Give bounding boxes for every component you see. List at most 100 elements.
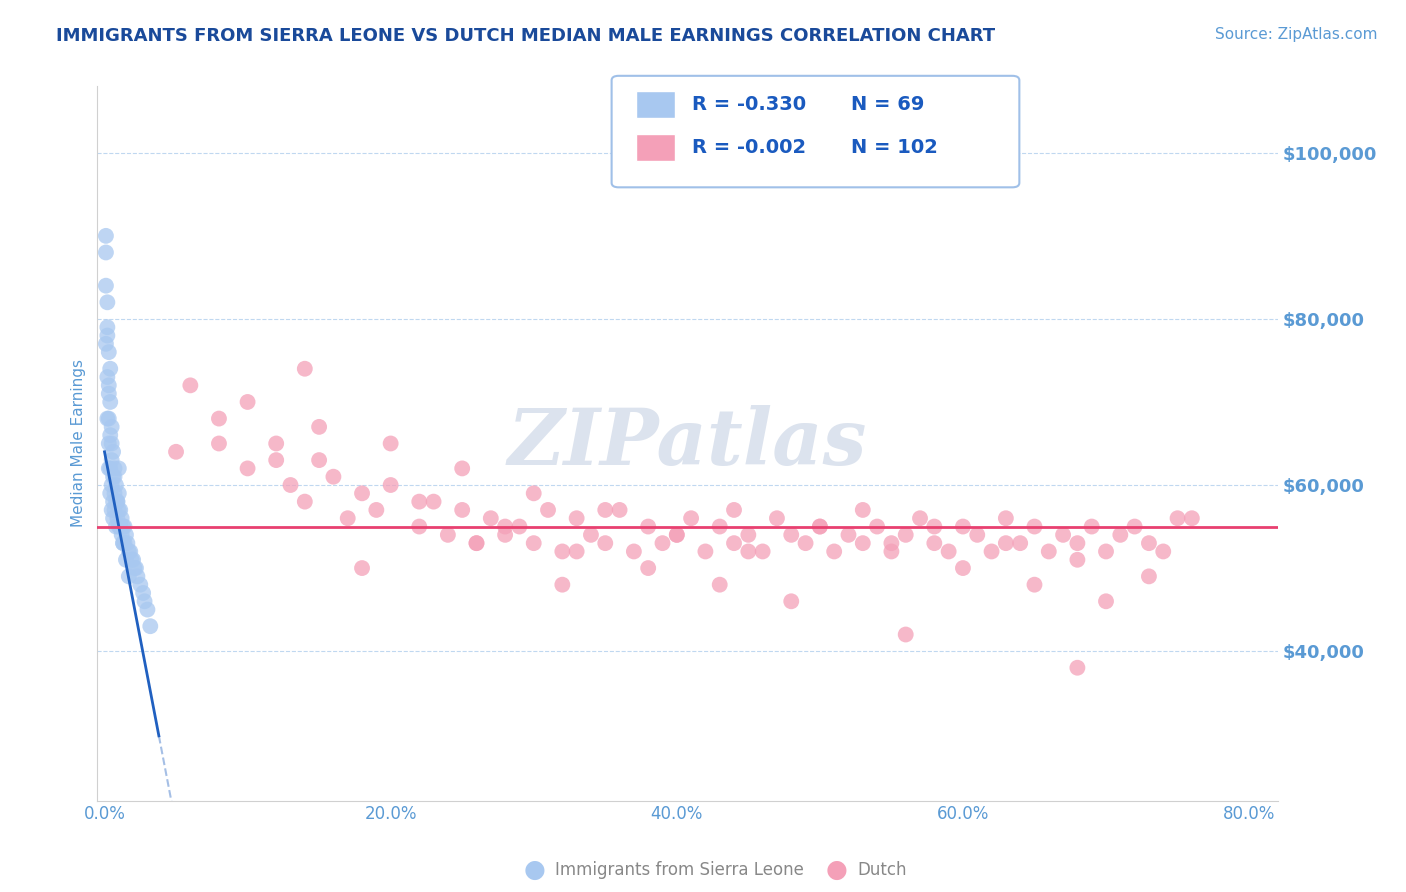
Text: Source: ZipAtlas.com: Source: ZipAtlas.com — [1215, 27, 1378, 42]
Point — [114, 519, 136, 533]
Point — [129, 577, 152, 591]
Point — [96, 411, 118, 425]
Point — [120, 544, 142, 558]
Point — [115, 553, 138, 567]
Point — [924, 536, 946, 550]
Point — [1167, 511, 1189, 525]
Point — [494, 528, 516, 542]
Point — [924, 519, 946, 533]
Text: R = -0.002: R = -0.002 — [692, 137, 806, 157]
Point — [94, 245, 117, 260]
Point — [1109, 528, 1132, 542]
Point — [264, 436, 287, 450]
Point — [723, 536, 745, 550]
Point — [264, 453, 287, 467]
Point — [523, 536, 546, 550]
Point — [121, 553, 143, 567]
Text: N = 102: N = 102 — [851, 137, 938, 157]
Point — [108, 486, 131, 500]
Point — [808, 519, 831, 533]
Point — [98, 361, 121, 376]
Point — [880, 544, 903, 558]
Point — [1066, 536, 1088, 550]
Point — [537, 503, 560, 517]
Point — [1066, 553, 1088, 567]
Point — [97, 378, 120, 392]
Point — [952, 561, 974, 575]
Point — [136, 602, 159, 616]
Point — [980, 544, 1002, 558]
Point — [1095, 594, 1118, 608]
Point — [894, 627, 917, 641]
Point — [96, 295, 118, 310]
Point — [866, 519, 889, 533]
Point — [308, 453, 330, 467]
Point — [208, 436, 231, 450]
Point — [98, 486, 121, 500]
Point — [236, 461, 259, 475]
Point — [1095, 544, 1118, 558]
Point — [103, 503, 125, 517]
Point — [437, 528, 460, 542]
Text: R = -0.330: R = -0.330 — [692, 95, 806, 114]
Point — [681, 511, 703, 525]
Point — [132, 586, 155, 600]
Point — [837, 528, 859, 542]
Point — [737, 528, 759, 542]
Point — [665, 528, 688, 542]
Point — [593, 536, 616, 550]
Point — [104, 494, 127, 508]
Point — [350, 486, 373, 500]
Point — [1181, 511, 1204, 525]
Point — [114, 536, 136, 550]
Point — [551, 577, 574, 591]
Point — [179, 378, 201, 392]
Point — [523, 486, 546, 500]
Point — [103, 469, 125, 483]
Point — [751, 544, 773, 558]
Point — [1066, 661, 1088, 675]
Point — [1024, 577, 1046, 591]
Point — [100, 478, 122, 492]
Point — [105, 494, 128, 508]
Point — [100, 453, 122, 467]
Point — [380, 436, 402, 450]
Point — [579, 528, 602, 542]
Text: Dutch: Dutch — [858, 861, 907, 879]
Point — [494, 519, 516, 533]
Point — [139, 619, 162, 633]
Text: Immigrants from Sierra Leone: Immigrants from Sierra Leone — [555, 861, 804, 879]
Point — [97, 461, 120, 475]
Point — [96, 370, 118, 384]
Point — [593, 503, 616, 517]
Point — [294, 361, 316, 376]
Point — [408, 494, 430, 508]
Point — [103, 486, 125, 500]
Point — [1038, 544, 1060, 558]
Point — [127, 569, 149, 583]
Point — [294, 494, 316, 508]
Point — [994, 536, 1017, 550]
Point — [125, 561, 148, 575]
Point — [104, 478, 127, 492]
Point — [422, 494, 444, 508]
Point — [108, 503, 131, 517]
Point — [880, 536, 903, 550]
Point — [101, 511, 124, 525]
Point — [280, 478, 302, 492]
Point — [98, 395, 121, 409]
Point — [97, 411, 120, 425]
Point — [100, 503, 122, 517]
Point — [952, 519, 974, 533]
Point — [112, 519, 135, 533]
Point — [101, 469, 124, 483]
Point — [105, 511, 128, 525]
Point — [122, 553, 145, 567]
Point — [637, 519, 659, 533]
Point — [451, 461, 474, 475]
Point — [465, 536, 488, 550]
Point — [366, 503, 388, 517]
Point — [124, 561, 146, 575]
Text: ●: ● — [825, 858, 848, 881]
Point — [96, 320, 118, 334]
